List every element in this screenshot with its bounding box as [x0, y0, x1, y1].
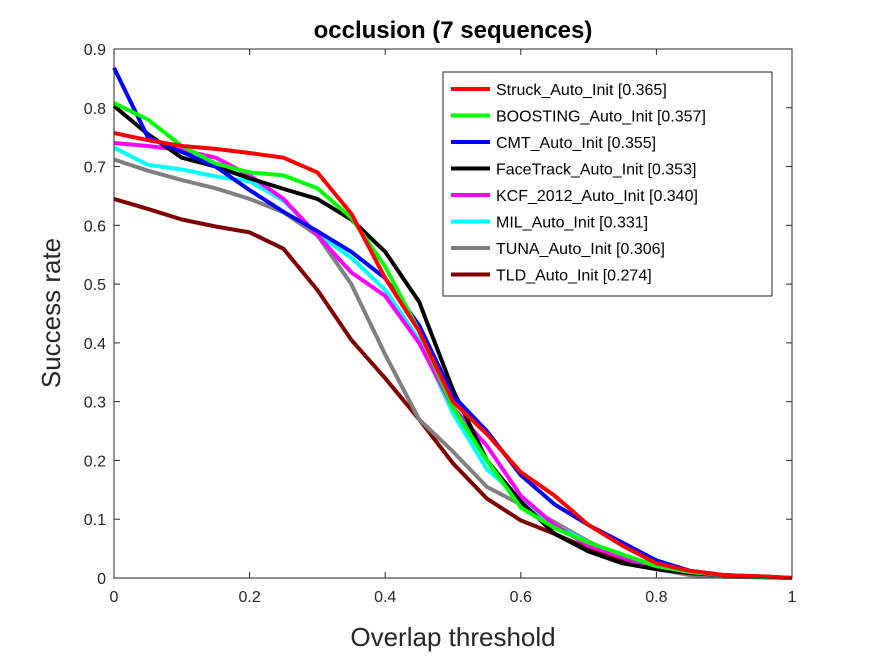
legend-label: TUNA_Auto_Init [0.306] — [496, 241, 665, 258]
series-lines — [112, 66, 793, 580]
legend-label: FaceTrack_Auto_Init [0.353] — [496, 162, 696, 179]
y-tick-label: 0 — [97, 571, 106, 588]
legend-label: CMT_Auto_Init [0.355] — [496, 135, 656, 152]
series-line-struck — [113, 131, 793, 580]
y-tick-label: 0.4 — [84, 336, 106, 353]
x-axis-label: Overlap threshold — [350, 622, 555, 652]
y-tick-label: 0.9 — [84, 42, 106, 59]
x-tick-label: 0 — [110, 589, 119, 606]
y-tick-label: 0.8 — [84, 101, 106, 118]
y-tick-label: 0.1 — [84, 512, 106, 529]
legend-label: MIL_Auto_Init [0.331] — [496, 215, 648, 232]
legend: Struck_Auto_Init [0.365] BOOSTING_Auto_In… — [442, 71, 773, 297]
y-tick-label: 0.5 — [84, 277, 106, 294]
legend-label: BOOSTING_Auto_Init [0.357] — [496, 109, 706, 126]
y-tick-label: 0.7 — [84, 160, 106, 177]
chart-title: occlusion (7 sequences) — [314, 17, 593, 44]
y-tick-label: 0.3 — [84, 395, 106, 412]
legend-box — [442, 71, 773, 297]
x-tick-label: 0.8 — [645, 589, 667, 606]
legend-label: KCF_2012_Auto_Init [0.340] — [496, 188, 698, 205]
x-tick-label: 0.6 — [510, 589, 532, 606]
x-tick-label: 0.4 — [374, 589, 396, 606]
y-axis-label: Success rate — [36, 238, 66, 388]
x-tick-label: 0.2 — [238, 589, 260, 606]
legend-label: TLD_Auto_Init [0.274] — [496, 268, 652, 285]
legend-label: Struck_Auto_Init [0.365] — [496, 82, 667, 99]
y-tick-label: 0.6 — [84, 218, 106, 235]
y-tick-label: 0.2 — [84, 453, 106, 470]
x-tick-label: 1 — [788, 589, 797, 606]
plot-frame — [113, 48, 793, 579]
